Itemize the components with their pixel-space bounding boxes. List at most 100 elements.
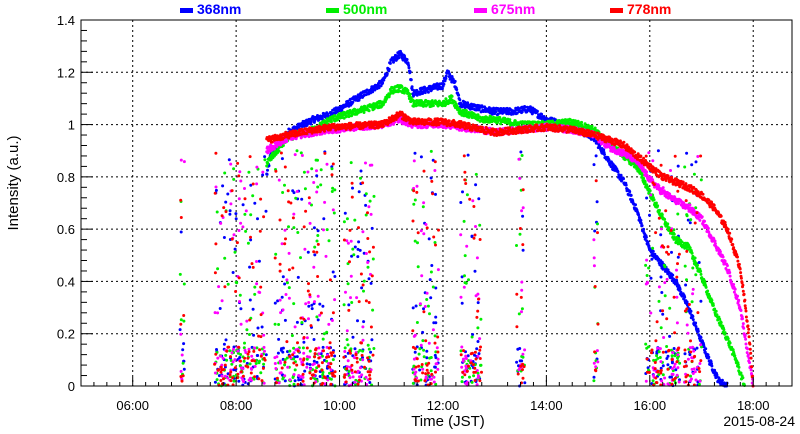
data-point <box>442 82 446 86</box>
data-point <box>663 294 667 298</box>
data-point <box>283 183 286 187</box>
data-point <box>315 190 319 194</box>
data-point <box>647 151 651 155</box>
data-point <box>213 371 217 375</box>
data-point <box>373 88 377 92</box>
data-point <box>479 363 482 367</box>
data-point <box>460 275 464 279</box>
data-point <box>645 346 649 350</box>
data-point <box>224 338 228 342</box>
data-point <box>182 282 186 286</box>
data-point <box>281 308 285 312</box>
data-point <box>425 298 429 301</box>
data-point <box>291 376 295 379</box>
data-point <box>318 302 322 306</box>
data-point <box>741 322 745 326</box>
data-point <box>232 345 236 349</box>
data-point <box>424 223 428 226</box>
data-point <box>312 226 316 230</box>
data-point <box>323 200 327 204</box>
data-point <box>281 377 285 381</box>
data-point <box>285 139 289 143</box>
data-point <box>678 361 682 365</box>
data-point <box>666 363 670 367</box>
data-point <box>182 367 186 371</box>
data-point <box>696 263 699 267</box>
data-point <box>700 215 704 219</box>
data-point <box>685 151 689 155</box>
data-point <box>703 219 706 223</box>
data-point <box>237 197 241 201</box>
data-point <box>326 378 330 382</box>
data-point <box>315 315 319 319</box>
data-point <box>329 120 333 124</box>
data-point <box>381 81 385 85</box>
data-point <box>343 350 347 353</box>
data-point <box>461 190 464 194</box>
data-point <box>322 217 326 221</box>
data-point <box>660 213 664 217</box>
data-point <box>178 272 182 276</box>
data-point <box>654 201 658 205</box>
data-point <box>642 227 646 231</box>
data-point <box>428 278 432 282</box>
data-point <box>450 94 454 98</box>
data-point <box>646 240 650 244</box>
data-point <box>295 190 299 193</box>
data-point <box>309 122 313 126</box>
data-point <box>273 356 277 360</box>
data-point <box>330 167 334 171</box>
data-point <box>694 378 698 382</box>
data-point <box>179 158 183 162</box>
data-point <box>450 75 454 78</box>
data-point <box>461 357 465 361</box>
data-point <box>463 274 466 278</box>
data-point <box>517 157 521 161</box>
data-point <box>262 345 266 349</box>
data-point <box>370 338 374 342</box>
data-point <box>407 63 411 67</box>
data-point <box>371 308 375 312</box>
data-point <box>616 170 620 174</box>
data-point <box>361 338 365 342</box>
data-point <box>273 301 277 305</box>
data-point <box>257 259 261 263</box>
data-point <box>283 228 287 232</box>
data-point <box>592 379 596 383</box>
data-point <box>292 382 296 386</box>
data-point <box>694 273 698 277</box>
data-point <box>457 93 461 97</box>
data-point <box>265 172 269 176</box>
data-point <box>473 353 476 357</box>
data-point <box>619 173 623 177</box>
data-point <box>704 347 708 351</box>
data-point <box>327 322 331 326</box>
data-point <box>315 169 318 173</box>
data-point <box>351 100 355 104</box>
data-point <box>718 317 722 321</box>
data-point <box>411 306 415 310</box>
data-point <box>331 208 335 212</box>
data-point <box>315 360 319 364</box>
data-point <box>435 346 439 350</box>
data-point <box>331 358 335 362</box>
data-point <box>419 343 423 347</box>
data-point <box>651 379 655 383</box>
data-point <box>283 379 287 383</box>
data-point <box>233 250 237 254</box>
data-point <box>517 312 521 316</box>
data-point <box>721 255 725 259</box>
data-point <box>430 264 434 267</box>
data-point <box>476 340 480 343</box>
data-point <box>300 197 304 201</box>
data-point <box>520 307 524 311</box>
data-point <box>343 346 347 350</box>
data-point <box>699 299 703 303</box>
data-point <box>517 364 520 368</box>
data-point <box>290 334 294 338</box>
data-point <box>694 325 698 328</box>
data-point <box>413 198 417 202</box>
data-point <box>520 310 523 314</box>
data-point <box>434 315 438 319</box>
